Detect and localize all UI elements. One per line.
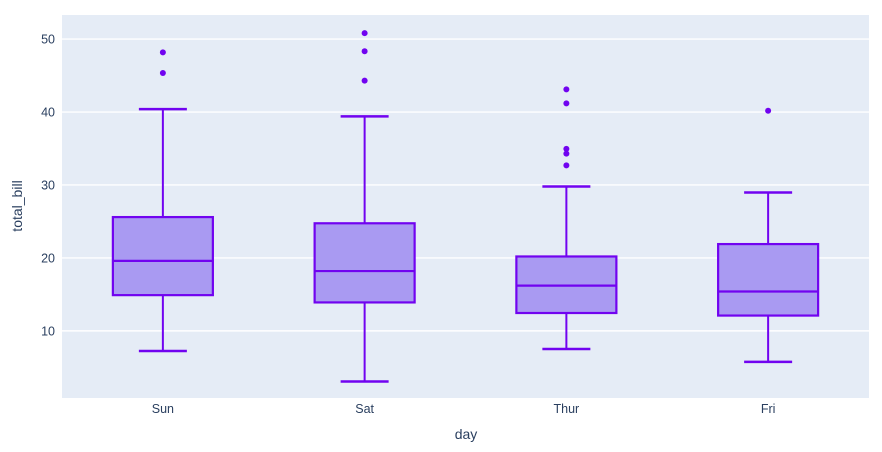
box-sun[interactable]: [111, 49, 214, 353]
y-tick-label-10: 10: [41, 324, 55, 338]
iqr-box[interactable]: [717, 242, 820, 317]
outlier-point[interactable]: [563, 86, 570, 93]
y-tick-label-50: 50: [41, 33, 55, 47]
iqr-box[interactable]: [111, 215, 214, 297]
outlier-point[interactable]: [361, 77, 368, 84]
outlier-point[interactable]: [361, 30, 368, 37]
outlier-point[interactable]: [563, 145, 570, 152]
x-axis-title: day: [454, 426, 478, 442]
y-tick-label-40: 40: [41, 106, 55, 120]
plot-area[interactable]: [62, 15, 869, 398]
x-tick-label-fri: Fri: [761, 402, 776, 416]
iqr-box[interactable]: [313, 222, 416, 304]
outlier-point[interactable]: [159, 69, 166, 76]
box-fri[interactable]: [717, 107, 820, 364]
outlier-point[interactable]: [361, 48, 368, 55]
box-thur[interactable]: [515, 86, 618, 351]
y-tick-label-20: 20: [41, 251, 55, 265]
outlier-point[interactable]: [563, 100, 570, 107]
y-axis-title: total_bill: [9, 180, 25, 232]
box-sat[interactable]: [313, 30, 416, 383]
y-tick-label-30: 30: [41, 178, 55, 192]
outlier-point[interactable]: [563, 162, 570, 169]
x-tick-label-sun: Sun: [152, 402, 174, 416]
outlier-point[interactable]: [563, 150, 570, 157]
outlier-point[interactable]: [159, 49, 166, 56]
outlier-point[interactable]: [765, 107, 772, 114]
x-tick-label-thur: Thur: [554, 402, 580, 416]
x-tick-label-sat: Sat: [355, 402, 374, 416]
